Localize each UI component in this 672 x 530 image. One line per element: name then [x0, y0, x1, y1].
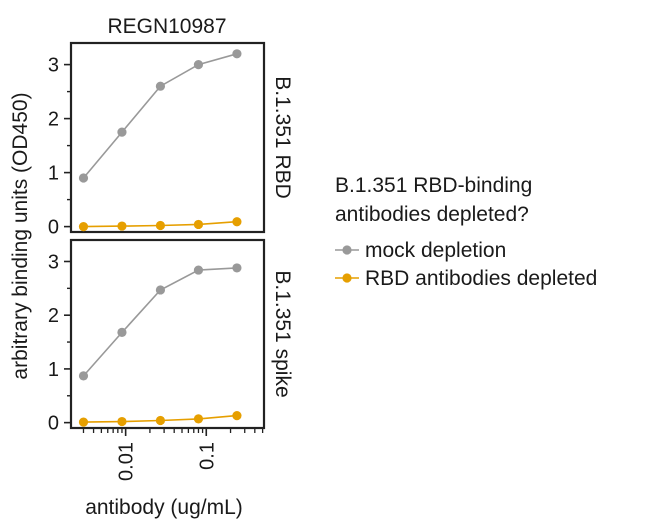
panel-2: 0 1 2 3 B.1.351 spike [48, 238, 294, 435]
series-line [82, 267, 237, 377]
facet-label: B.1.351 spike [271, 270, 294, 397]
data-point [78, 173, 89, 183]
chart-panels: 0 1 2 3 B.1.351 RBD 0 1 2 3 B.1.351 spike [48, 41, 294, 435]
x-tick-label: 0.01 [116, 442, 138, 481]
y-axis-label: arbitrary binding units (OD450) [9, 92, 32, 379]
panel-frame [69, 41, 266, 234]
data-point [155, 220, 166, 231]
data-point [78, 371, 89, 381]
legend-items: mock depletion RBD antibodies depleted [335, 239, 597, 290]
legend: B.1.351 RBD-binding antibodies depleted?… [335, 174, 597, 290]
data-point [78, 222, 89, 232]
y-tick-label: 1 [48, 163, 59, 185]
legend-item-label: RBD antibodies depleted [365, 267, 597, 290]
data-point [155, 415, 166, 426]
x-axis: 0.01 0.1 [82, 428, 264, 481]
legend-title-line-2: antibodies depleted? [335, 203, 529, 226]
panel-frame [69, 238, 266, 430]
data-point [232, 411, 242, 421]
legend-title-line-1: B.1.351 RBD-binding [335, 174, 532, 197]
legend-key-marker [342, 273, 352, 283]
data-point [78, 417, 89, 427]
data-point [117, 221, 127, 231]
data-point [193, 265, 204, 275]
y-tick-label: 3 [48, 55, 59, 77]
x-tick-label: 0.1 [196, 442, 218, 470]
x-axis-label: antibody (ug/mL) [85, 496, 243, 519]
data-point [232, 217, 242, 227]
series-line [82, 53, 238, 179]
data-point [117, 127, 127, 137]
y-tick-label: 0 [48, 217, 59, 239]
data-point [193, 219, 204, 230]
data-point [117, 327, 127, 337]
facet-label: B.1.351 RBD [271, 76, 294, 199]
y-tick-label: 3 [48, 251, 59, 273]
y-tick-label: 2 [48, 305, 59, 327]
data-point [193, 60, 204, 70]
panel-1: 0 1 2 3 B.1.351 RBD [48, 41, 294, 239]
y-tick-label: 1 [48, 359, 59, 381]
data-point [155, 285, 166, 295]
data-point [155, 81, 166, 91]
data-point [117, 416, 127, 427]
legend-item-label: mock depletion [365, 239, 506, 262]
data-point [232, 49, 242, 59]
legend-key-marker [342, 245, 352, 255]
y-tick-label: 0 [48, 413, 59, 435]
data-point [232, 263, 242, 273]
y-tick-label: 2 [48, 109, 59, 131]
data-point [193, 414, 204, 424]
chart-title: REGN10987 [107, 15, 226, 38]
